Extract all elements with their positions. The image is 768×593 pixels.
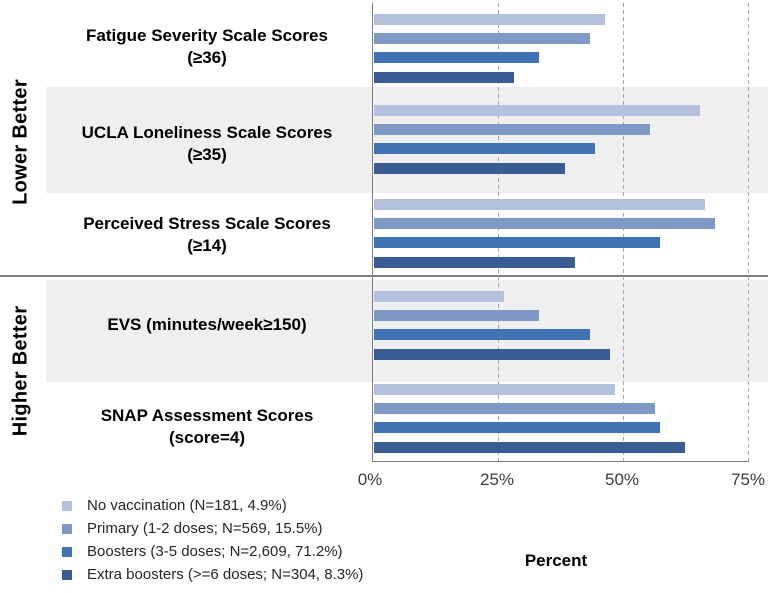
legend-label: Primary (1-2 doses; N=569, 15.5%) xyxy=(87,520,323,537)
section-divider-line xyxy=(0,275,768,277)
legend-item-primary: Primary (1-2 doses; N=569, 15.5%) xyxy=(62,517,363,540)
legend-swatch xyxy=(62,523,72,534)
x-tick-label-50pct: 50% xyxy=(604,470,640,489)
plot-area xyxy=(372,3,749,462)
category-label-evs: EVS (minutes/week≥150) xyxy=(107,314,307,334)
legend-swatch xyxy=(62,500,72,511)
bar-series1-cat2 xyxy=(374,218,715,230)
legend-swatch xyxy=(62,569,72,580)
bars-layer xyxy=(373,3,749,461)
x-tick-label-0pct: 0% xyxy=(357,470,383,489)
gridline-75pct xyxy=(747,3,749,461)
legend-item-extra-boosters: Extra boosters (>=6 doses; N=304, 8.3%) xyxy=(62,563,363,586)
category-label-ucla: UCLA Loneliness Scale Scores (≥35) xyxy=(81,122,333,164)
legend-item-no-vaccination: No vaccination (N=181, 4.9%) xyxy=(62,494,363,517)
x-tick-label-25pct: 25% xyxy=(479,470,515,489)
bar-series1-cat4 xyxy=(374,403,655,415)
bar-series3-cat0 xyxy=(374,71,515,83)
legend-item-boosters: Boosters (3-5 doses; N=2,609, 71.2%) xyxy=(62,540,363,563)
legend-label: Extra boosters (>=6 doses; N=304, 8.3%) xyxy=(87,566,364,583)
category-label-stress: Perceived Stress Scale Scores (≥14) xyxy=(83,213,331,255)
bar-series3-cat4 xyxy=(374,441,685,453)
x-axis-title: Percent xyxy=(524,551,588,570)
bar-series2-cat1 xyxy=(374,143,595,155)
legend: No vaccination (N=181, 4.9%) Primary (1-… xyxy=(62,494,363,586)
category-label-fatigue: Fatigue Severity Scale Scores (≥36) xyxy=(86,25,328,67)
bar-series0-cat0 xyxy=(374,14,605,25)
bar-series3-cat1 xyxy=(374,162,565,174)
bar-series0-cat1 xyxy=(374,105,700,116)
section-label-lower-better: Lower Better xyxy=(9,79,32,205)
section-label-higher-better: Higher Better xyxy=(9,305,32,437)
bar-series3-cat2 xyxy=(374,256,575,268)
bar-series3-cat3 xyxy=(374,348,610,360)
legend-label: No vaccination (N=181, 4.9%) xyxy=(87,497,287,514)
bar-series2-cat0 xyxy=(374,52,540,64)
shaded-band-ucla xyxy=(46,87,768,193)
bar-series2-cat4 xyxy=(374,422,660,434)
x-tick-label-75pct: 75% xyxy=(730,470,766,489)
legend-swatch xyxy=(62,546,72,557)
bar-series1-cat1 xyxy=(374,124,650,136)
legend-label: Boosters (3-5 doses; N=2,609, 71.2%) xyxy=(87,543,343,560)
gridline-25pct xyxy=(497,3,499,461)
bar-series2-cat2 xyxy=(374,237,660,249)
bar-series0-cat4 xyxy=(374,384,615,395)
bar-series0-cat3 xyxy=(374,291,505,302)
bar-series1-cat0 xyxy=(374,33,590,45)
bar-series0-cat2 xyxy=(374,199,705,210)
bar-series1-cat3 xyxy=(374,310,540,322)
bar-series2-cat3 xyxy=(374,329,590,341)
gridline-50pct xyxy=(623,3,625,461)
category-label-snap: SNAP Assessment Scores (score=4) xyxy=(100,405,314,447)
